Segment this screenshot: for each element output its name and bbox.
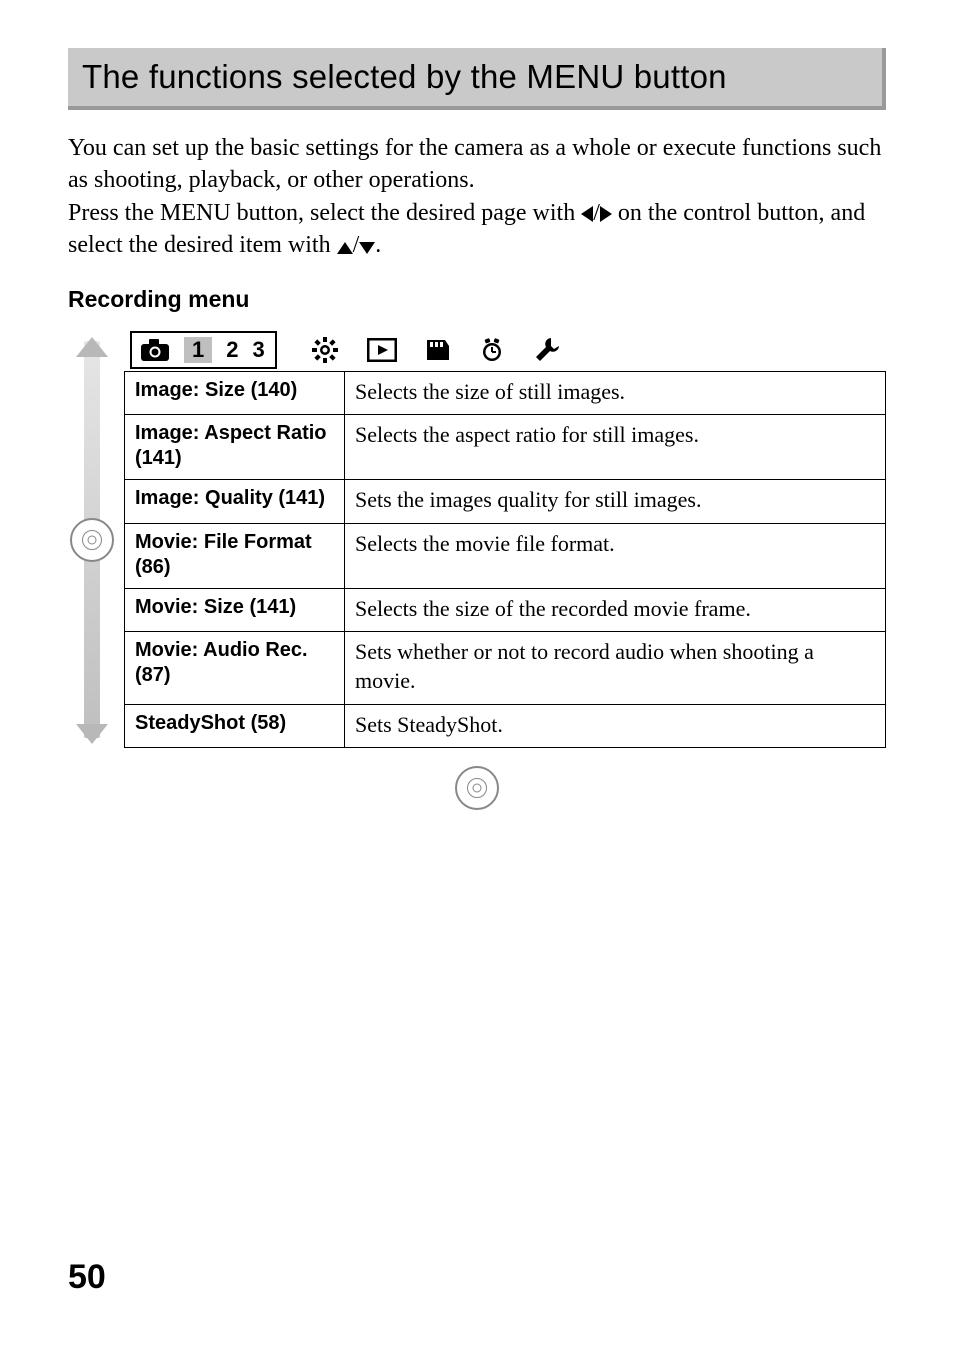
row-desc: Sets whether or not to record audio when… xyxy=(345,632,886,704)
bottom-dial-wrapper xyxy=(68,766,886,810)
section-heading: The functions selected by the MENU butto… xyxy=(68,48,886,110)
memory-card-icon xyxy=(425,338,451,362)
down-arrow-icon xyxy=(359,242,375,254)
row-label: Image: Quality (141) xyxy=(125,480,345,524)
table-row: Movie: Size (141) Selects the size of th… xyxy=(125,588,886,632)
row-desc: Selects the size of still images. xyxy=(345,371,886,415)
wrench-icon xyxy=(533,336,561,364)
table-row: Image: Aspect Ratio (141) Selects the as… xyxy=(125,415,886,480)
row-label: Image: Aspect Ratio (141) xyxy=(125,415,345,480)
tab-page-3: 3 xyxy=(253,337,265,363)
intro-line2c: . xyxy=(375,232,381,258)
gear-icon xyxy=(311,336,339,364)
row-label: Movie: Size (141) xyxy=(125,588,345,632)
intro-line1: You can set up the basic settings for th… xyxy=(68,135,881,193)
table-row: SteadyShot (58) Sets SteadyShot. xyxy=(125,704,886,748)
intro-paragraph: You can set up the basic settings for th… xyxy=(68,132,886,262)
recording-menu-table: Image: Size (140) Selects the size of st… xyxy=(124,371,886,749)
menu-tab-row: 1 2 3 xyxy=(124,331,886,369)
row-desc: Selects the size of the recorded movie f… xyxy=(345,588,886,632)
table-row: Image: Quality (141) Sets the images qua… xyxy=(125,480,886,524)
menu-tab-active: 1 2 3 xyxy=(130,331,277,369)
right-arrow-icon xyxy=(600,206,612,222)
up-arrow-icon xyxy=(337,242,353,254)
clock-icon xyxy=(479,337,505,363)
scroll-rail xyxy=(68,331,116,749)
menu-tab-icons xyxy=(311,336,561,364)
heading-text: The functions selected by the MENU butto… xyxy=(82,58,868,96)
rail-arrow-up-icon xyxy=(76,337,108,357)
row-desc: Sets SteadyShot. xyxy=(345,704,886,748)
control-dial-icon xyxy=(455,766,499,810)
row-desc: Selects the aspect ratio for still image… xyxy=(345,415,886,480)
table-row: Movie: File Format (86) Selects the movi… xyxy=(125,523,886,588)
playback-icon xyxy=(367,338,397,362)
row-label: Image: Size (140) xyxy=(125,371,345,415)
table-row: Movie: Audio Rec. (87) Sets whether or n… xyxy=(125,632,886,704)
recording-menu-subhead: Recording menu xyxy=(68,286,886,313)
row-label: Movie: File Format (86) xyxy=(125,523,345,588)
page-number: 50 xyxy=(68,1258,106,1297)
menu-table-area: 1 2 3 xyxy=(68,331,886,749)
rail-arrow-down-icon xyxy=(76,724,108,744)
control-dial-icon xyxy=(70,518,114,562)
camera-icon xyxy=(140,338,170,362)
row-desc: Sets the images quality for still images… xyxy=(345,480,886,524)
row-label: SteadyShot (58) xyxy=(125,704,345,748)
tab-page-1: 1 xyxy=(184,337,212,363)
intro-line2a: Press the MENU button, select the desire… xyxy=(68,200,581,226)
left-arrow-icon xyxy=(581,206,593,222)
row-label: Movie: Audio Rec. (87) xyxy=(125,632,345,704)
tab-page-2: 2 xyxy=(226,337,238,363)
row-desc: Selects the movie file format. xyxy=(345,523,886,588)
table-row: Image: Size (140) Selects the size of st… xyxy=(125,371,886,415)
